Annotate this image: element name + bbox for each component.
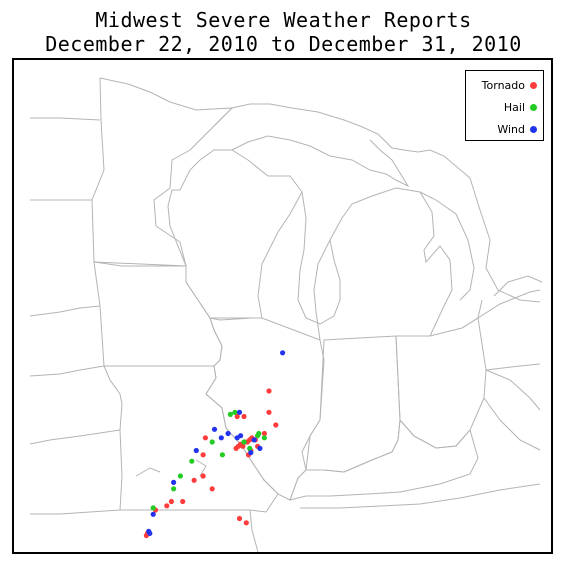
west-virginia-edge (483, 369, 541, 451)
pennsylvania-edge (477, 299, 541, 371)
state-boundaries (29, 77, 543, 553)
illinois-boundary (205, 317, 325, 501)
wisconsin-boundary (167, 149, 303, 319)
wind-report-point (280, 350, 286, 356)
hail-report-point (261, 435, 267, 441)
hail-report-point (227, 411, 233, 417)
lake-erie-shore (461, 289, 541, 329)
nebraska-kansas-edge (29, 305, 121, 445)
tornado-report-point (266, 388, 272, 394)
wind-report-point (236, 409, 243, 415)
hail-report-point (209, 439, 215, 445)
kentucky-boundary (289, 418, 479, 501)
hail-report-point (241, 439, 247, 445)
legend: Tornado Hail Wind (465, 70, 544, 141)
tornado-report-point (266, 409, 272, 415)
tornado-report-point (209, 486, 215, 492)
tennessee-edge (300, 483, 541, 509)
tornado-marker-icon (530, 81, 537, 89)
lake-ontario-shore (493, 275, 543, 297)
wind-report-point (147, 530, 153, 537)
wind-report-point (257, 445, 263, 451)
hail-report-point (247, 445, 253, 451)
tornado-report-point (273, 422, 279, 428)
legend-item-tornado: Tornado (482, 77, 537, 93)
chart-title-line-1: Midwest Severe Weather Reports (95, 8, 472, 32)
lake-huron-shore (419, 191, 475, 301)
tornado-report-point (164, 503, 170, 509)
wind-report-point (248, 450, 254, 456)
tornado-report-point (236, 515, 243, 522)
oklahoma-arkansas-edge (30, 509, 259, 553)
hail-report-point (256, 430, 262, 437)
tornado-report-point (168, 498, 174, 505)
wind-report-point (251, 437, 257, 443)
ozark-lake-features (135, 459, 207, 477)
wind-report-point (211, 426, 218, 432)
hail-report-point (219, 452, 225, 458)
legend-item-hail: Hail (504, 99, 537, 115)
tornado-report-point (191, 477, 197, 483)
lake-michigan-shore (297, 191, 341, 325)
legend-label-hail: Hail (503, 100, 525, 114)
tornado-report-point (240, 443, 246, 449)
wind-report-point (238, 433, 244, 439)
hail-report-point (171, 486, 177, 492)
hail-report-point (232, 409, 238, 415)
wind-report-point (150, 511, 156, 517)
wind-report-point (225, 430, 231, 437)
hail-marker-icon (530, 103, 537, 111)
indiana-boundary (305, 335, 401, 473)
report-points (143, 350, 286, 539)
lake-superior-shore (213, 103, 393, 149)
map-frame (12, 58, 553, 554)
hail-report-point (177, 473, 183, 479)
tornado-report-point (202, 435, 208, 441)
legend-label-wind: Wind (497, 122, 525, 136)
tornado-report-point (261, 430, 267, 437)
hail-report-point (189, 458, 195, 464)
wind-report-point (171, 479, 177, 485)
south-dakota-edge (30, 117, 101, 201)
tornado-report-point (243, 520, 249, 526)
canada-border-east (391, 147, 541, 303)
tornado-report-point (180, 498, 186, 505)
wind-marker-icon (530, 125, 537, 133)
tornado-report-point (200, 473, 206, 479)
legend-label-tornado: Tornado (481, 78, 525, 92)
minnesota-boundary (91, 77, 234, 267)
michigan-upper-boundary (231, 135, 410, 188)
tornado-report-point (200, 452, 206, 458)
tornado-report-point (241, 413, 247, 420)
tornado-report-point (234, 413, 240, 420)
wind-report-point (218, 435, 224, 441)
ohio-boundary (395, 317, 487, 449)
hail-report-point (150, 505, 156, 511)
legend-item-wind: Wind (497, 121, 537, 137)
wind-report-point (193, 447, 199, 454)
chart-title-line-2: December 22, 2010 to December 31, 2010 (45, 32, 522, 56)
iowa-boundary (93, 261, 223, 367)
missouri-boundary (103, 365, 279, 513)
